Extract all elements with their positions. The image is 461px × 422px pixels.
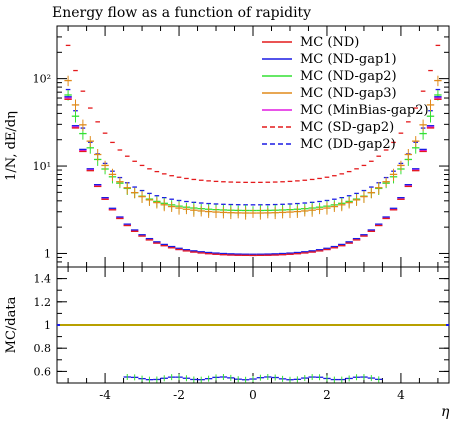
legend: MC (ND) MC (ND-gap1) MC (ND-gap2) MC (ND-ga… xyxy=(262,35,429,152)
legend-label: MC (MinBias-gap2) xyxy=(300,103,429,118)
ratio-series-group xyxy=(57,324,449,383)
ratio-y-tick-label: 1.2 xyxy=(34,296,52,309)
legend-label: MC (ND-gap3) xyxy=(300,86,397,101)
legend-label: MC (ND) xyxy=(300,35,359,50)
legend-label: MC (SD-gap2) xyxy=(300,120,394,135)
x-tick-label: -4 xyxy=(99,388,111,402)
main-y-tick-label: 1 xyxy=(44,247,51,260)
main-series-group xyxy=(64,44,442,257)
main-y-tick-label: 10² xyxy=(33,73,51,86)
ratio-panel: 0.6 0.8 1 1.2 1.4 MC/data xyxy=(4,266,450,384)
main-y-tick-label: 10¹ xyxy=(33,160,51,173)
legend-label: MC (DD-gap2) xyxy=(300,137,396,152)
chart-title: Energy flow as a function of rapidity xyxy=(52,5,311,21)
x-tick-labels: -4 -2 0 2 4 xyxy=(99,388,405,402)
series-gap1 xyxy=(64,96,442,255)
ratio-y-tick-label: 1.4 xyxy=(34,273,52,286)
main-y-axis-label: 1/N, dE/dη xyxy=(4,111,19,181)
series-nd xyxy=(64,98,442,257)
x-tick-label: 2 xyxy=(323,388,331,402)
ratio-low xyxy=(123,373,383,383)
x-tick-label: 0 xyxy=(249,388,257,402)
ratio-y-tick-label: 0.6 xyxy=(34,365,52,378)
series-gap3 xyxy=(64,75,442,220)
legend-label: MC (ND-gap2) xyxy=(300,69,397,84)
ratio-y-ticks: 0.6 0.8 1 1.2 1.4 xyxy=(34,266,449,384)
main-x-ticks xyxy=(67,26,439,267)
x-tick-label: -2 xyxy=(173,388,185,402)
ratio-y-axis-label: MC/data xyxy=(4,296,19,353)
x-tick-label: 4 xyxy=(397,388,405,402)
ratio-y-tick-label: 0.8 xyxy=(34,342,52,355)
legend-label: MC (ND-gap1) xyxy=(300,52,397,67)
main-y-ticks: 1 10¹ 10² xyxy=(33,36,449,263)
ratio-y-tick-label: 1 xyxy=(44,319,51,332)
series-sd xyxy=(65,44,441,184)
x-axis-label: η xyxy=(441,404,450,420)
